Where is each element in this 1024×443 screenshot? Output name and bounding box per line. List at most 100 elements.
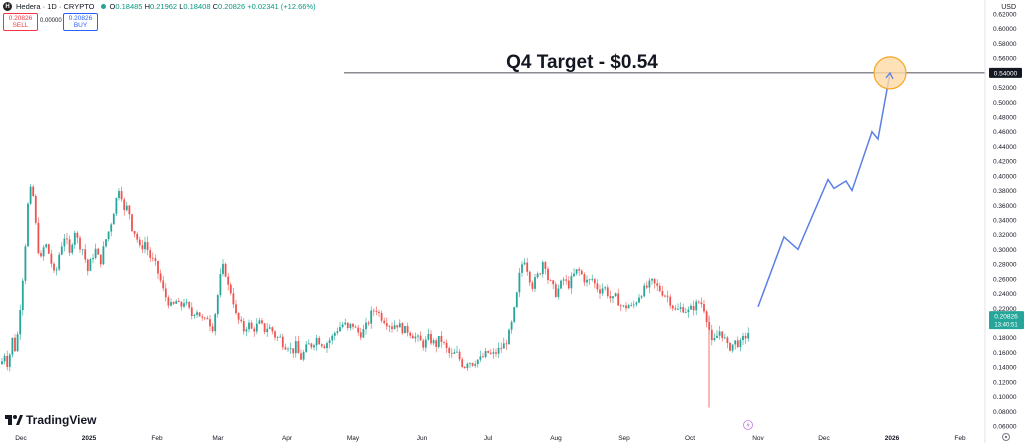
- candle-body: [131, 214, 133, 232]
- candle-body: [263, 323, 266, 333]
- price-axis[interactable]: 0.06000 0.08000 0.10000 0.12000 0.14000 0.160…: [984, 0, 1017, 443]
- candle-body: [154, 258, 157, 261]
- candle-body: [138, 239, 141, 246]
- candle-body: [188, 302, 191, 308]
- candle-body: [495, 352, 497, 354]
- time-axis[interactable]: Dec 2025 Feb Mar Apr May Jun Jul Aug Sep Oct Nov Dec…: [15, 435, 966, 442]
- candle-body: [448, 348, 451, 353]
- candle-body: [76, 232, 79, 238]
- candle-body: [450, 352, 453, 354]
- candle-body: [289, 348, 292, 350]
- candle-body: [297, 341, 300, 354]
- candle-body: [45, 244, 48, 248]
- candle-body: [63, 238, 66, 247]
- candle-body: [731, 344, 734, 351]
- candle-body: [742, 335, 744, 341]
- candle-body: [440, 335, 443, 342]
- x-tick-label: Dec: [818, 435, 830, 442]
- candle-body: [383, 320, 386, 324]
- projection-line[interactable]: [757, 72, 891, 308]
- sell-button[interactable]: 0.20826 SELL: [3, 13, 38, 31]
- candle-body: [328, 340, 331, 344]
- candle-body: [687, 309, 690, 313]
- candle-body: [697, 301, 700, 303]
- candle-body: [695, 301, 698, 311]
- buy-price: 0.20826: [68, 15, 93, 22]
- candle-body: [378, 311, 380, 314]
- candle-body: [302, 352, 305, 360]
- candle-body: [619, 305, 622, 307]
- candle-body: [326, 343, 328, 349]
- candle-body: [417, 335, 419, 337]
- candle-body: [674, 308, 677, 310]
- candle-body: [266, 328, 269, 333]
- symbol-title[interactable]: Hedera · 1D · CRYPTO: [16, 2, 95, 11]
- y-tick-label: 0.50000: [993, 100, 1017, 107]
- candle-body: [357, 327, 360, 333]
- y-tick-label: 0.16000: [993, 350, 1017, 357]
- lightning-icon[interactable]: [743, 420, 753, 430]
- candle-body: [612, 296, 614, 299]
- symbol-header: H Hedera · 1D · CRYPTO O0.18485 H0.21962…: [3, 2, 316, 11]
- candle-body: [284, 347, 287, 350]
- candle-body: [534, 277, 536, 289]
- candle-body: [219, 273, 222, 296]
- candle-body: [716, 335, 718, 338]
- settings-icon[interactable]: [1002, 433, 1010, 441]
- candle-body: [232, 293, 235, 305]
- x-tick-label: Jul: [484, 435, 493, 442]
- candle-body: [557, 288, 560, 298]
- candle-body: [744, 335, 747, 339]
- candle-body: [99, 254, 102, 265]
- tradingview-logo[interactable]: TradingView: [5, 413, 96, 427]
- candle-body: [84, 249, 87, 260]
- candle-body: [261, 320, 263, 324]
- candle-body: [435, 340, 438, 347]
- candle-body: [349, 323, 352, 328]
- buy-button[interactable]: 0.20826 BUY: [63, 13, 98, 31]
- currency-selector[interactable]: USD: [1001, 4, 1016, 11]
- candle-body: [705, 311, 708, 323]
- candle-body: [476, 359, 479, 365]
- candle-body: [32, 186, 35, 197]
- candle-body: [193, 314, 196, 317]
- candle-body: [55, 269, 58, 271]
- candle-body: [71, 244, 74, 253]
- candle-body: [211, 326, 214, 332]
- candle-body: [625, 305, 627, 309]
- y-tick-label: 0.14000: [993, 365, 1017, 372]
- candle-body: [734, 340, 737, 345]
- candle-body: [235, 304, 237, 314]
- open-value: 0.18485: [115, 2, 143, 11]
- candle-body: [513, 307, 516, 322]
- candle-body: [177, 301, 180, 303]
- candle-body: [339, 327, 341, 332]
- candle-body: [110, 224, 113, 232]
- candle-body: [144, 242, 146, 250]
- candle-body: [622, 305, 625, 307]
- candle-body: [245, 329, 248, 332]
- candle-body: [227, 276, 230, 285]
- ohlc-values: O0.18485 H0.21962 L0.18408 C0.20826 +0.0…: [110, 2, 316, 11]
- candle-body: [617, 293, 620, 306]
- candle-body: [248, 322, 250, 330]
- x-tick-label: Oct: [685, 435, 695, 442]
- candle-body: [37, 222, 40, 254]
- candle-body: [391, 326, 393, 329]
- candle-body: [736, 340, 739, 348]
- candle-body: [352, 323, 354, 327]
- candle-body: [489, 352, 492, 354]
- market-status-icon: [100, 4, 106, 9]
- y-tick-label: 0.62000: [993, 12, 1017, 19]
- candle-body: [120, 191, 123, 200]
- candle-body: [601, 288, 604, 294]
- candle-body: [367, 322, 370, 324]
- candle-body: [510, 321, 513, 330]
- candle-body: [458, 351, 461, 360]
- candle-body: [19, 310, 22, 335]
- candle-body: [198, 312, 201, 317]
- y-tick-label: 0.42000: [993, 159, 1017, 166]
- candle-body: [237, 313, 240, 320]
- x-tick-label: Nov: [752, 435, 764, 442]
